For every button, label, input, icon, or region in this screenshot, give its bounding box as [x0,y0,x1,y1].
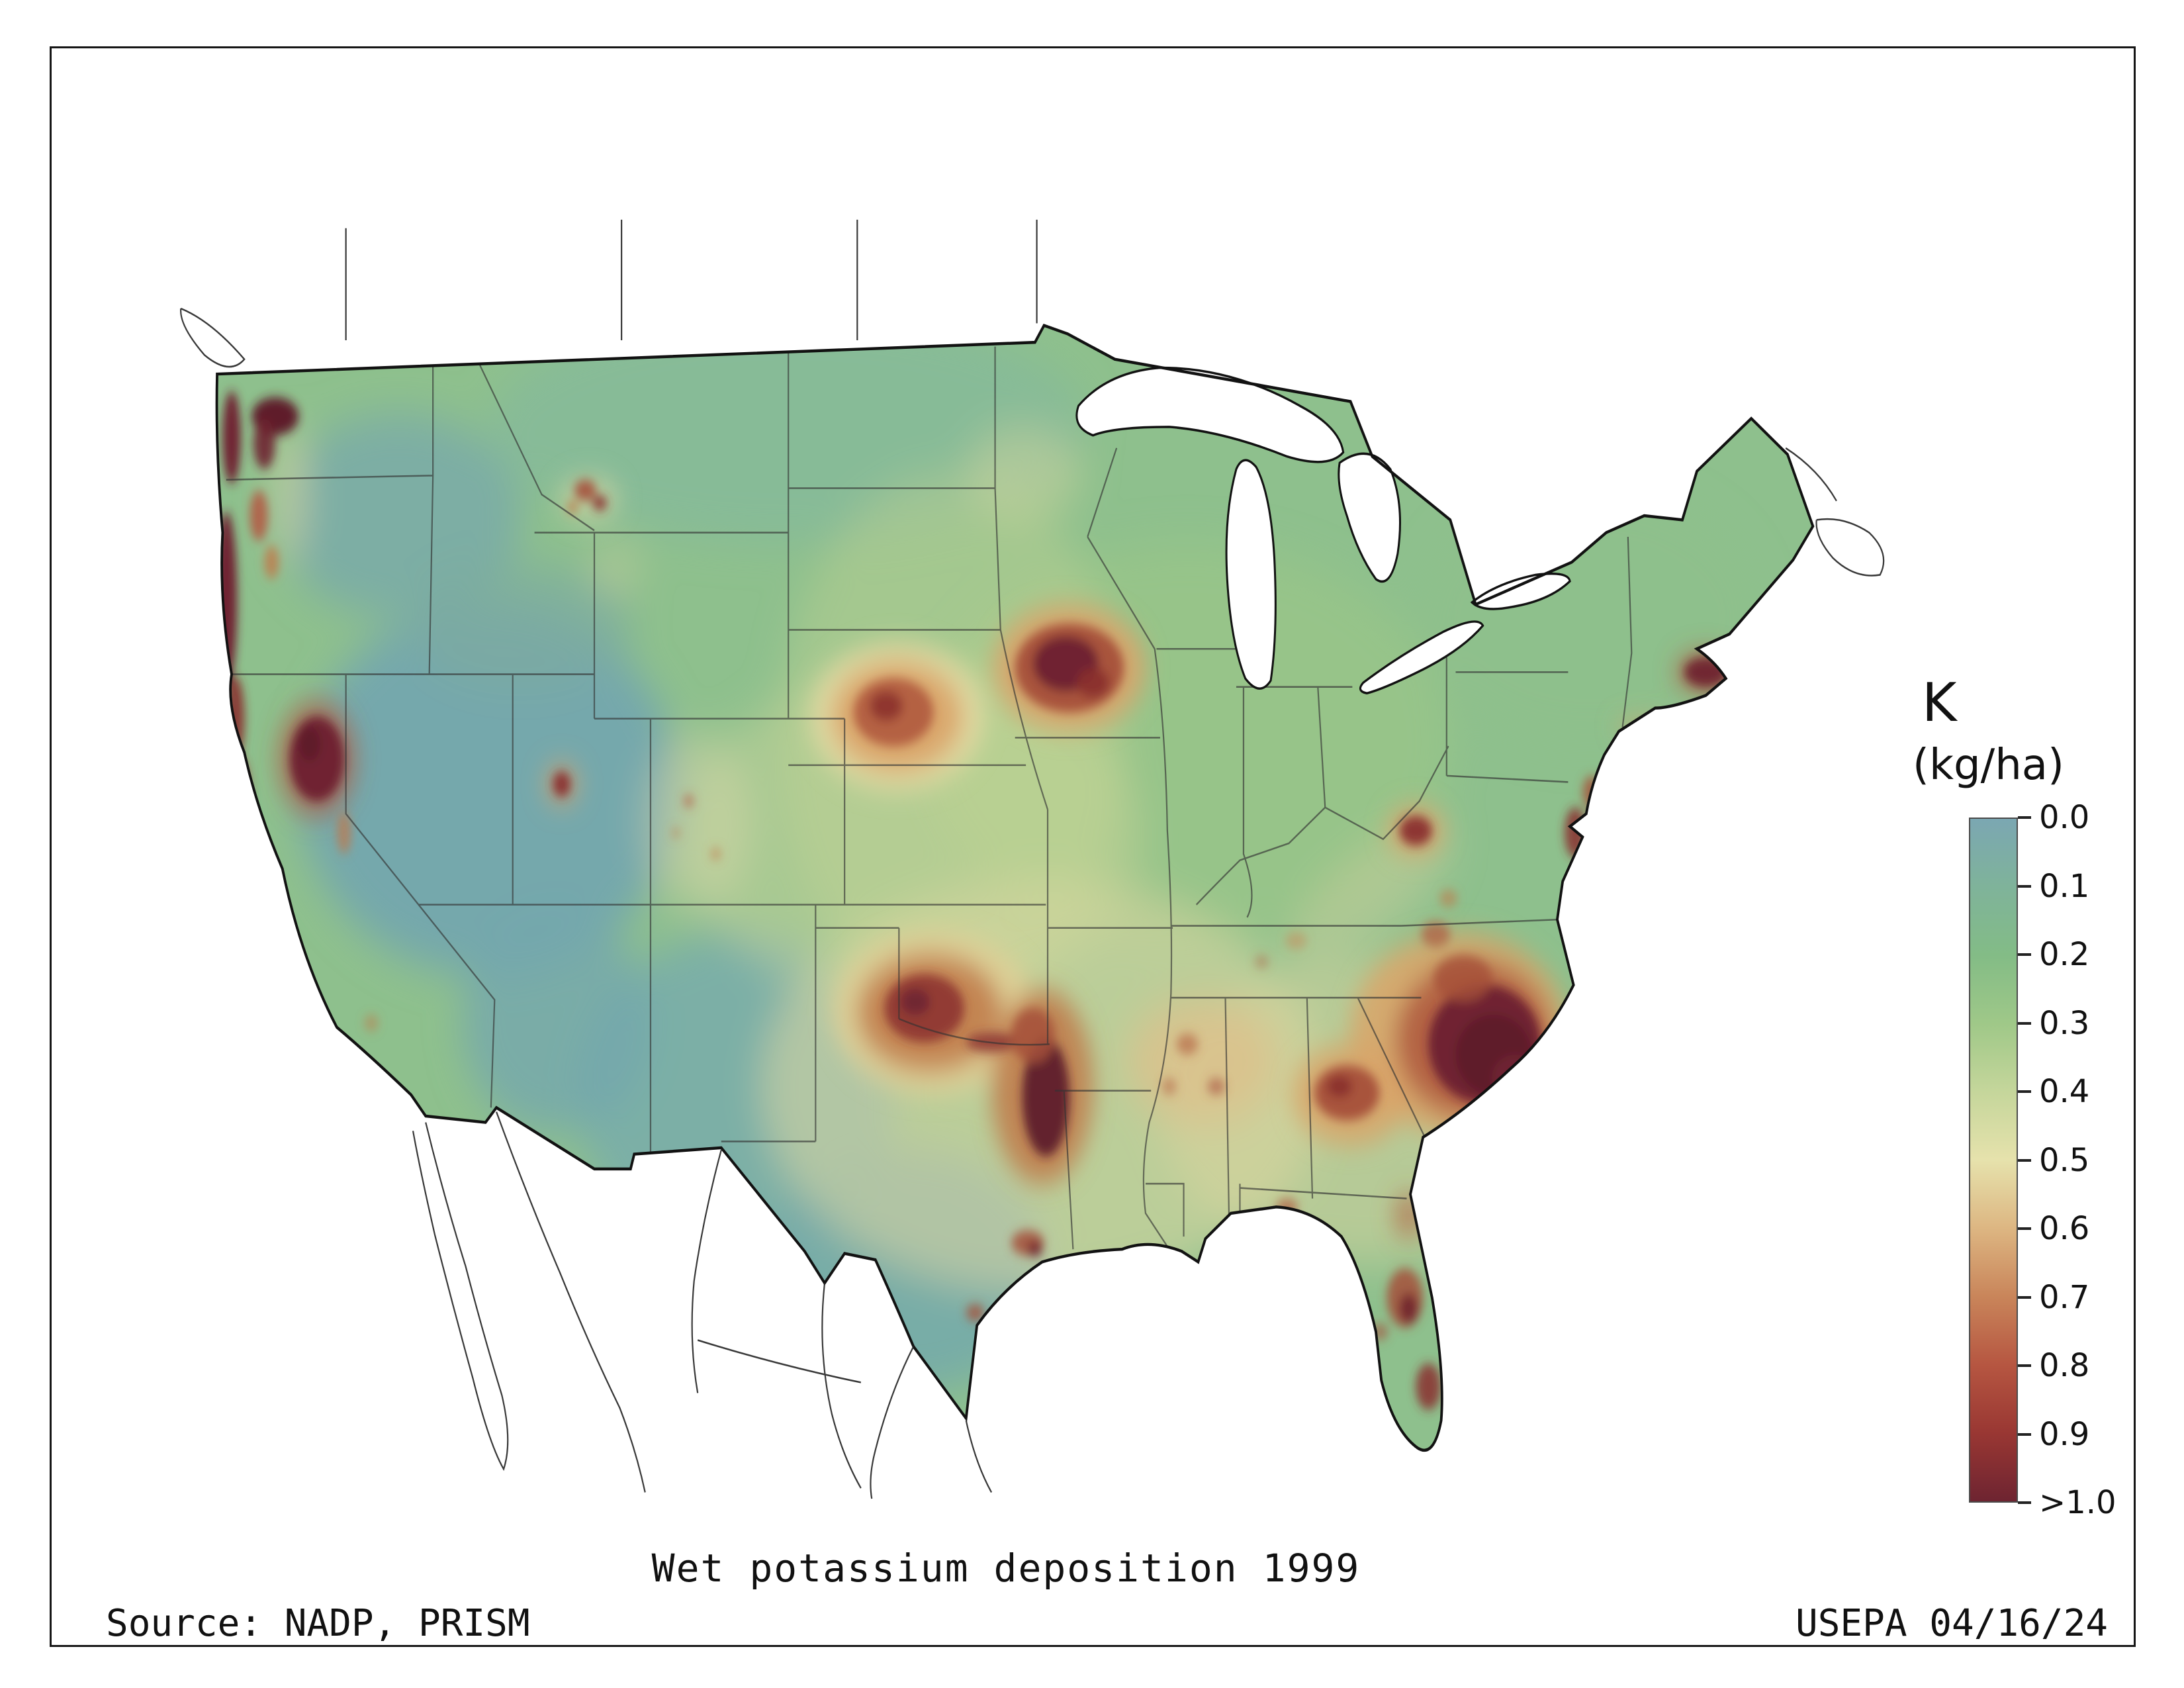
tick-label: 0.1 [2039,867,2090,905]
tick-label: 0.2 [2039,936,2090,973]
tick-label: 0.8 [2039,1347,2090,1384]
legend-tick-0.9: 0.9 [2018,1416,2089,1453]
great-lakes [1075,366,1571,695]
map-title: Wet potassium deposition 1999 [651,1546,1361,1591]
tick-label: 0.7 [2039,1278,2090,1316]
plot-border-frame [50,46,2136,1647]
tick-label: 0.4 [2039,1073,2090,1110]
lake-erie [1359,620,1484,695]
legend-tick->1.0: >1.0 [2018,1484,2116,1521]
tick-label: 0.6 [2039,1210,2090,1247]
tick-mark [2018,884,2031,888]
legend: K (kg/ha) 0.0 0.1 0.2 0.3 0.4 0.5 0.6 0.7 0.8 0.9… [1913,672,2177,1552]
us-deposition-map [180,219,1885,1499]
legend-tick-0.4: 0.4 [2018,1073,2089,1110]
tick-mark [2018,1090,2031,1093]
legend-tick-labels: 0.0 0.1 0.2 0.3 0.4 0.5 0.6 0.7 0.8 0.9 >1.0 [1913,672,2177,1552]
legend-colorbar [1969,818,2018,1503]
tick-label: 0.9 [2039,1415,2090,1453]
tick-mark [2018,1501,2031,1504]
legend-tick-0.8: 0.8 [2018,1347,2089,1384]
tick-mark [2018,816,2031,819]
lake-michigan [1225,459,1277,690]
tick-mark [2018,1432,2031,1436]
legend-tick-0.5: 0.5 [2018,1142,2089,1179]
tick-label: 0.0 [2039,799,2090,836]
tick-mark [2018,953,2031,956]
tick-mark [2018,1158,2031,1162]
tick-label: 0.3 [2039,1004,2090,1042]
legend-tick-0.6: 0.6 [2018,1210,2089,1247]
legend-unit: (kg/ha) [1913,741,2064,790]
tick-mark [2018,1295,2031,1299]
legend-tick-0.7: 0.7 [2018,1279,2089,1316]
legend-tick-0.3: 0.3 [2018,1005,2089,1042]
source-credit: Source: NADP, PRISM [106,1602,530,1645]
legend-tick-0.0: 0.0 [2018,799,2089,836]
tick-mark [2018,1227,2031,1230]
tick-label: >1.0 [2039,1484,2116,1521]
state-boundaries [226,346,1633,1250]
us-outline [215,323,1815,1452]
context-boundaries [180,219,1885,1499]
legend-tick-0.2: 0.2 [2018,936,2089,973]
tick-mark [2018,1364,2031,1367]
legend-tick-0.1: 0.1 [2018,868,2089,905]
tick-label: 0.5 [2039,1141,2090,1179]
tick-mark [2018,1021,2031,1025]
lake-huron [1338,452,1401,583]
lake-ontario [1470,572,1571,610]
legend-title: K [1922,672,1957,733]
agency-date-stamp: USEPA 04/16/24 [1795,1602,2108,1645]
